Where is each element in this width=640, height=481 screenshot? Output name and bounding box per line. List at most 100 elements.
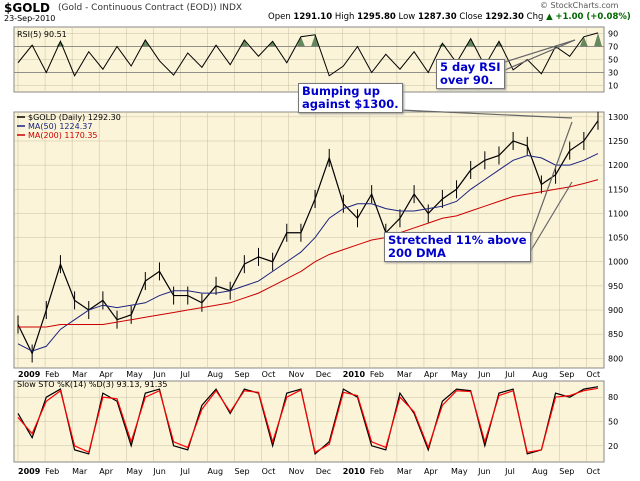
stoch-xtick-label: Mar [397,467,413,476]
stoch-xtick-label: Feb [370,467,384,476]
price-xtick-label: Feb [45,370,59,379]
price-xtick-label: Apr [424,370,439,379]
price-xtick-label: Oct [262,370,276,379]
price-ytick-label: 1050 [608,234,628,243]
rsi-overbought-fill [466,38,475,47]
price-xtick-label: Sep [559,370,574,379]
rsi-annotation-line-2: over 90. [440,73,494,87]
price-xtick-label: May [451,370,468,379]
low-value: 1287.30 [417,12,457,22]
description-text: (Gold - Continuous Contract (EOD)) [58,3,217,13]
stoch-xtick-label: May [451,467,468,476]
price-xtick-label: May [126,370,143,379]
low-label: Low [398,12,416,22]
stoch-xtick-label: Jul [504,467,515,476]
close-value: 1292.30 [485,12,524,22]
rsi-annotation-pointer [504,39,576,63]
price-ytick-label: 1150 [608,185,628,194]
price-xtick-label: Apr [99,370,114,379]
stoch-xtick-label: Sep [235,467,250,476]
price-ytick-label: 1250 [608,137,628,146]
price-xtick-label: Oct [586,370,600,379]
stoch-xtick-label: Sep [559,467,574,476]
ma200-legend: MA(200) 1170.35 [28,131,98,140]
price-xtick-label: Dec [316,370,331,379]
price-xtick-label: Aug [532,370,548,379]
price-ytick-label: 1100 [608,209,628,218]
rsi-overbought-fill [240,40,249,47]
stoch-xtick-label: Apr [424,467,439,476]
stoch-ytick-label: 80 [608,393,618,402]
rsi-overbought-fill [296,36,305,47]
high-label: High [334,12,355,22]
rsi-overbought-fill [594,32,602,47]
open-value: 1291.10 [293,12,333,22]
price-xtick-label: Jul [504,370,515,379]
stoch-xtick-label: Feb [45,467,59,476]
stoch-ytick-label: 50 [608,418,618,427]
stoch-xtick-label: 2009 [18,467,41,476]
stoch-legend: Slow STO %K(14) %D(3) 93.13, 91.35 [17,380,167,389]
ma50-line [17,153,599,352]
price-xtick-label: Feb [370,370,384,379]
top-annotation-pointer [399,109,573,119]
chg-value: +1.00 (+0.08%) [555,12,631,22]
stoch-xtick-label: Jun [477,467,491,476]
rsi-legend: RSI(5) 90.51 [17,30,67,39]
stoch-ytick-label: 20 [608,442,618,451]
dma-annotation-line-1: Stretched 11% above [388,233,527,247]
chg-arrow-icon: ▲ [546,12,553,22]
price-ytick-label: 1200 [608,161,628,170]
price-xtick-label: Jun [477,370,491,379]
price-xtick-label: 2010 [343,370,366,379]
stoch-xtick-label: Jun [152,467,166,476]
close-label: Close [459,12,483,22]
high-value: 1295.80 [357,12,396,22]
rsi-ytick-label: 30 [608,69,618,78]
price-line [17,120,599,356]
price-legend: $GOLD (Daily) 1292.30 [28,113,121,122]
chart-date: 23-Sep-2010 [4,14,56,23]
price-xtick-label: Mar [397,370,413,379]
ma200-line [18,179,599,328]
stoch-xtick-label: Aug [207,467,223,476]
price-xtick-label: Aug [207,370,223,379]
stoch-xtick-label: Dec [316,467,331,476]
stoch-xtick-label: 2010 [343,467,366,476]
price-xtick-label: Sep [235,370,250,379]
price-ytick-label: 900 [608,306,623,315]
top-annotation: Bumping up against $1300. [298,83,403,113]
stoch-xtick-label: May [126,467,143,476]
open-label: Open [268,12,291,22]
top-annotation-line-1: Bumping up [302,84,380,98]
price-ytick-label: 850 [608,330,623,339]
ma50-legend: MA(50) 1224.37 [28,122,92,131]
price-xtick-label: Mar [72,370,88,379]
rsi-annotation-line-1: 5 day RSI [440,60,501,74]
dma-annotation-pointer [529,121,573,239]
stoch-xtick-label: Oct [262,467,276,476]
price-ytick-label: 1300 [608,113,628,122]
price-xtick-label: 2009 [18,370,41,379]
rsi-annotation-pointer [504,39,576,71]
stoch-xtick-label: Jul [179,467,190,476]
dma-annotation: Stretched 11% above 200 DMA [384,232,531,262]
dma-annotation-pointer [529,181,573,253]
price-xtick-label: Jul [179,370,190,379]
price-ytick-label: 800 [608,354,623,363]
dma-annotation-line-2: 200 DMA [388,246,446,260]
rsi-ytick-label: 90 [608,30,618,39]
stoch-xtick-label: Apr [99,467,114,476]
stoch-xtick-label: Oct [586,467,600,476]
brand-label: © StockCharts.com [540,1,619,10]
rsi-ytick-label: 50 [608,56,618,65]
price-xtick-label: Jun [152,370,166,379]
rsi-overbought-fill [579,36,588,47]
price-xtick-label: Nov [289,370,305,379]
rsi-overbought-fill [311,34,320,47]
stoch-xtick-label: Aug [532,467,548,476]
sto-d-line [17,387,599,454]
ohlc-readout: Open 1291.10 High 1295.80 Low 1287.30 Cl… [268,12,631,22]
